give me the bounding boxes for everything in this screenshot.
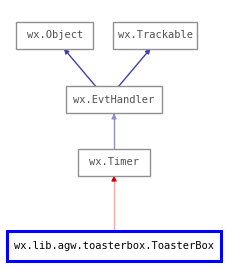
Text: wx.Object: wx.Object — [27, 30, 82, 40]
FancyBboxPatch shape — [7, 231, 220, 261]
FancyBboxPatch shape — [16, 22, 93, 49]
FancyBboxPatch shape — [66, 86, 161, 113]
Text: wx.lib.agw.toasterbox.ToasterBox: wx.lib.agw.toasterbox.ToasterBox — [14, 241, 213, 251]
Text: wx.Trackable: wx.Trackable — [117, 30, 192, 40]
Text: wx.EvtHandler: wx.EvtHandler — [73, 95, 154, 105]
FancyBboxPatch shape — [77, 148, 150, 176]
Text: wx.Timer: wx.Timer — [89, 157, 138, 167]
FancyBboxPatch shape — [112, 22, 196, 49]
